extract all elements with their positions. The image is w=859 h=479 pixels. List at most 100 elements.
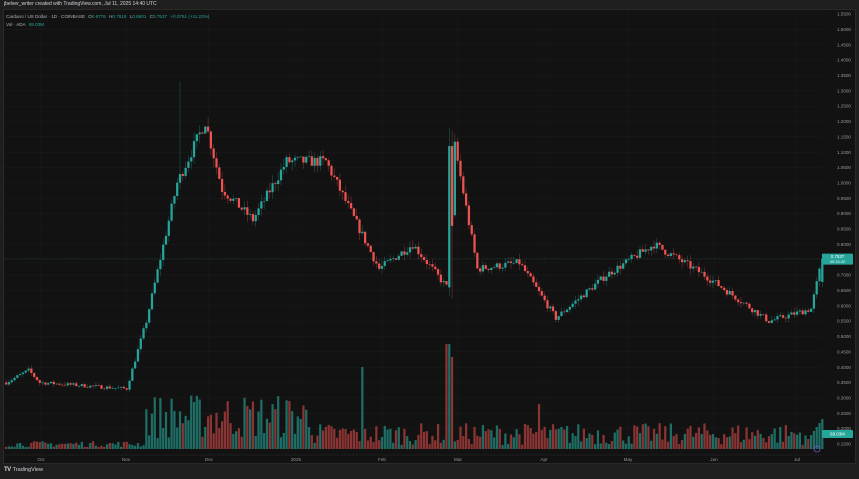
tradingview-logo[interactable]: TV TradingView	[4, 467, 43, 473]
candle-body	[63, 384, 67, 386]
candle-body	[414, 246, 417, 249]
volume-bar	[638, 433, 642, 449]
candle-body	[324, 158, 327, 161]
volume-bar	[358, 441, 361, 449]
volume-bar	[369, 436, 372, 449]
volume-bar	[173, 410, 176, 449]
volume-bar	[30, 442, 33, 449]
volume-bar	[737, 425, 740, 449]
volume-bar	[453, 441, 457, 449]
price-tick-label: 0.8000	[837, 242, 851, 247]
volume-bar	[319, 424, 322, 449]
candle-body	[647, 249, 650, 251]
candle-body	[369, 245, 372, 253]
candle-body	[338, 179, 342, 191]
volume-bar	[333, 428, 336, 449]
volume-bar	[41, 441, 44, 449]
volume-bar	[431, 435, 434, 449]
candle-body	[417, 246, 420, 255]
volume-bar	[220, 421, 224, 449]
volume-bar	[765, 442, 768, 449]
price-tick-label: 1.2000	[837, 119, 851, 124]
volume-bar	[456, 439, 459, 449]
candle-body	[560, 311, 563, 317]
candle-body	[349, 203, 353, 209]
volume-bar	[448, 344, 451, 449]
candle-body	[397, 255, 400, 260]
volume-bar	[274, 409, 277, 449]
volume-bar	[58, 444, 61, 449]
volume-bar	[55, 444, 58, 449]
candle-body	[400, 251, 403, 256]
time-tick-label: Apr	[540, 457, 548, 462]
candle-body	[10, 380, 13, 383]
open-value: 0.6776	[91, 14, 106, 19]
candle-body	[164, 235, 168, 245]
volume-bar	[450, 357, 454, 449]
candle-body	[655, 242, 658, 249]
candle-body	[394, 258, 398, 260]
candle-body	[215, 158, 218, 168]
candle-body	[464, 193, 468, 206]
candle-body	[753, 310, 757, 313]
candle-body	[49, 381, 53, 384]
candle-body	[100, 385, 103, 389]
volume-bar	[633, 425, 636, 449]
symbol-title[interactable]: Cardano / US Dollar · 1D · COINBASE	[6, 14, 85, 19]
open-label: O	[88, 14, 92, 19]
candle-body	[150, 293, 154, 310]
price-tick-label: 0.3000	[837, 396, 851, 401]
candle-body	[198, 132, 201, 135]
time-tick-label: Mar	[454, 457, 462, 462]
price-tick-label: 1.1500	[837, 134, 851, 139]
candle-body	[305, 156, 308, 163]
candle-body	[689, 261, 692, 269]
volume-bar	[762, 437, 765, 449]
candle-body	[686, 260, 689, 262]
candle-body	[361, 231, 364, 234]
volume-bar	[251, 401, 255, 449]
candle-body	[669, 253, 672, 257]
volume-bar	[378, 440, 381, 449]
volume-bar	[723, 434, 726, 449]
volume-bar	[694, 432, 698, 449]
volume-bar	[697, 427, 701, 449]
candle-body	[21, 372, 25, 375]
tradingview-logo-text: TradingView	[12, 467, 43, 473]
candle-body	[543, 295, 546, 301]
volume-bar	[268, 422, 271, 449]
volume-bar	[577, 424, 580, 449]
price-tick-label: 0.5000	[837, 334, 851, 339]
volume-bar	[265, 418, 269, 449]
candle-body	[610, 271, 614, 275]
candle-body	[347, 201, 350, 204]
chart-attribution: jbelver_writer created with TradingView.…	[4, 1, 157, 7]
volume-bar	[195, 395, 198, 449]
volume-bar	[145, 409, 148, 449]
volume-bar	[630, 443, 633, 449]
volume-bar	[240, 436, 243, 449]
volume-bar	[767, 436, 771, 449]
candle-body	[386, 260, 389, 262]
volume-bar	[192, 402, 196, 449]
candle-body	[288, 157, 291, 163]
candle-body	[616, 265, 619, 273]
candle-body	[549, 306, 552, 309]
candle-body	[658, 242, 661, 245]
candle-body	[352, 208, 356, 216]
volume-label[interactable]: Vol · ADA	[6, 22, 26, 27]
price-tick-label: 1.3000	[837, 88, 851, 93]
volume-bar	[809, 435, 813, 449]
candle-body	[299, 156, 302, 158]
volume-bar	[263, 433, 266, 449]
candle-body	[759, 314, 762, 316]
volume-bar	[16, 443, 19, 449]
volume-bar	[178, 411, 182, 449]
volume-bar	[725, 437, 729, 449]
price-tick-label: 1.4500	[837, 42, 851, 47]
candle-body	[467, 205, 471, 226]
volume-bar	[476, 435, 479, 449]
candle-body	[319, 156, 322, 166]
candle-body	[720, 286, 723, 288]
